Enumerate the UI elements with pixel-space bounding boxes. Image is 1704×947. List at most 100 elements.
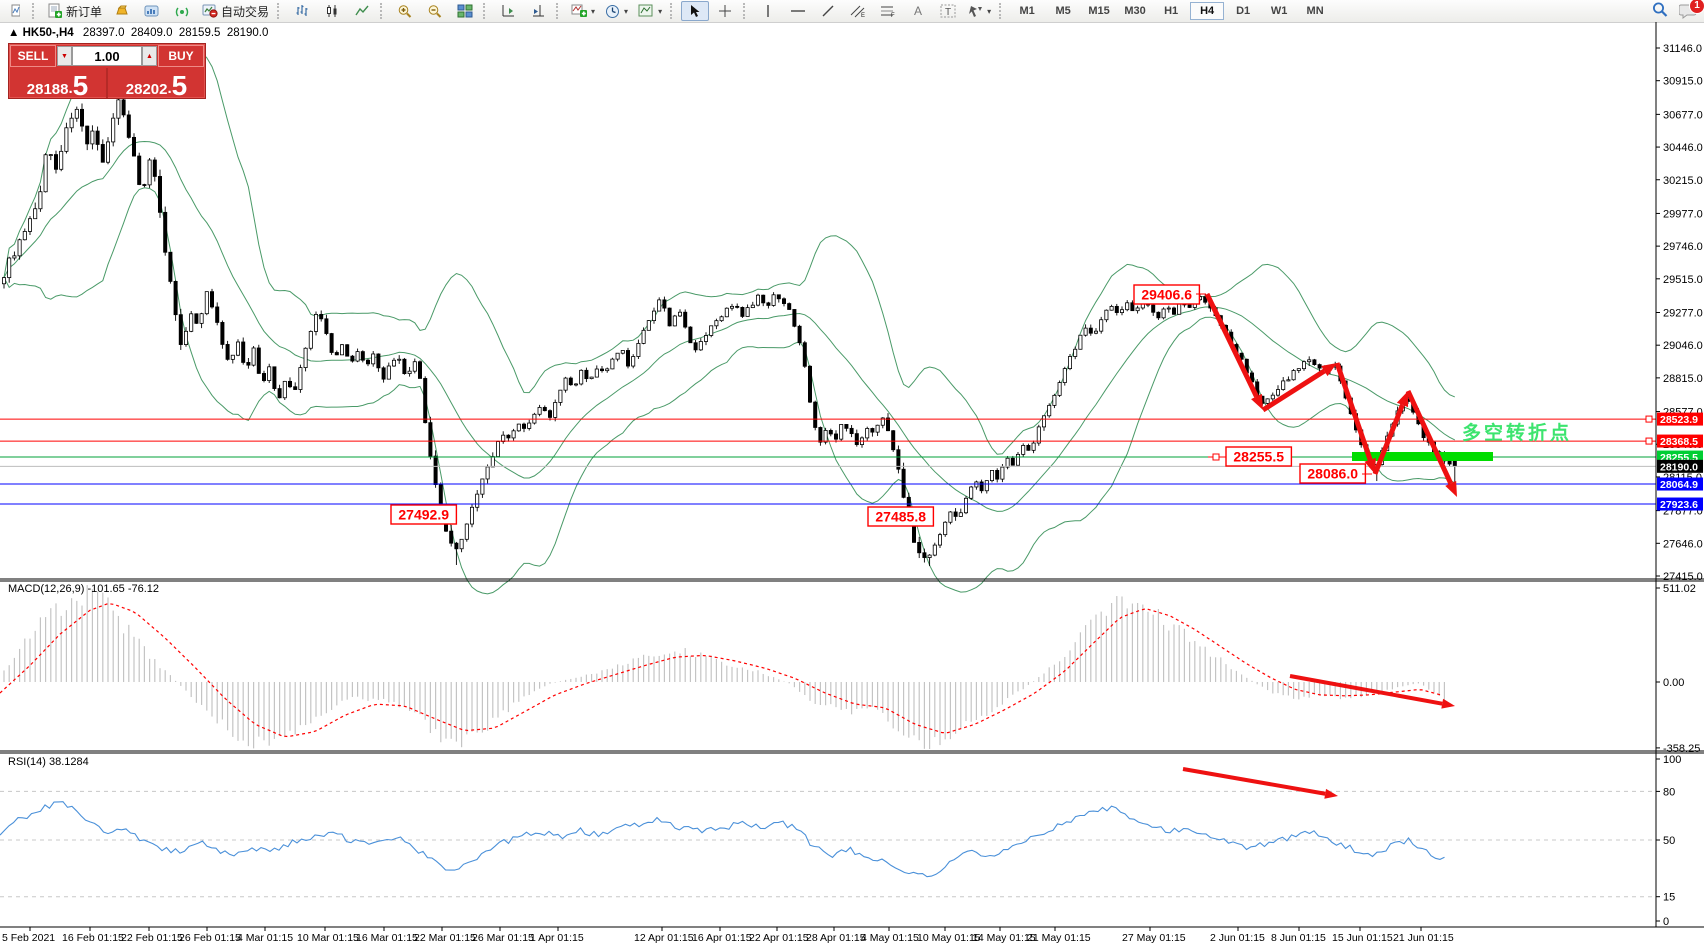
candle-body: [823, 430, 828, 443]
zoom-in-button[interactable]: [391, 1, 419, 21]
candle-body: [298, 367, 303, 390]
timeframe-button-m5[interactable]: M5: [1055, 5, 1071, 17]
candle-body: [428, 422, 433, 457]
vertical-line-tool-button[interactable]: [754, 1, 782, 21]
market-depth-button[interactable]: [138, 1, 166, 21]
candle-body: [251, 347, 256, 366]
sell-price-dot: .: [68, 80, 73, 97]
signals-button[interactable]: [168, 1, 196, 21]
timeframe-button-h1[interactable]: H1: [1164, 5, 1179, 17]
candle-body: [610, 358, 615, 370]
candle-body: [1452, 459, 1457, 467]
candle-body: [802, 342, 807, 367]
candle-body: [626, 350, 631, 367]
candle-body: [386, 365, 391, 380]
arrow-objects-icon: [969, 6, 983, 17]
chart-list-icon[interactable]: [0, 1, 28, 21]
buy-button[interactable]: BUY: [158, 45, 204, 67]
candle-body: [1036, 426, 1041, 444]
candle-body: [1270, 394, 1275, 400]
text-tool-button[interactable]: A: [904, 1, 932, 21]
crosshair-tool-button[interactable]: [711, 1, 739, 21]
candle-body: [568, 377, 573, 386]
templates-button[interactable]: ▾: [634, 1, 666, 21]
candle-body: [1135, 307, 1140, 312]
svg-text:27 May 01:15: 27 May 01:15: [1122, 932, 1186, 944]
sell-price[interactable]: 28188. 5: [9, 68, 106, 99]
price-tag: [1657, 497, 1703, 511]
auto-scroll-button[interactable]: [494, 1, 522, 21]
svg-text:26 Mar 01:15: 26 Mar 01:15: [472, 932, 534, 944]
candle-body: [334, 352, 339, 356]
fibonacci-tool-button[interactable]: F: [874, 1, 902, 21]
timeframe-button-w1[interactable]: W1: [1270, 5, 1288, 17]
svg-text:100: 100: [1663, 754, 1681, 766]
candle-body: [1156, 311, 1161, 319]
timeframe-button-d1[interactable]: D1: [1236, 5, 1251, 17]
trendline-tool-button[interactable]: [814, 1, 842, 21]
candle-body: [750, 304, 755, 309]
channel-tool-button[interactable]: E: [844, 1, 872, 21]
candle-body: [173, 281, 178, 316]
candle-body: [152, 159, 157, 177]
timeframe-button-mn[interactable]: MN: [1306, 5, 1324, 17]
candle-body: [839, 424, 844, 440]
timeframe-button-h4[interactable]: H4: [1190, 2, 1225, 20]
candle-body: [230, 354, 235, 360]
text-label-tool-button[interactable]: T: [934, 1, 962, 21]
new-order-button[interactable]: 新订单: [43, 1, 106, 21]
candle-body: [766, 302, 771, 306]
candle-body: [1125, 302, 1130, 311]
candle-body: [121, 99, 126, 116]
search-icon: [1653, 2, 1668, 17]
candle-body: [1078, 334, 1083, 350]
indicators-button[interactable]: ▾: [567, 1, 599, 21]
svg-text:29977.0: 29977.0: [1663, 208, 1703, 220]
direction-triangle-icon: ▲: [8, 27, 23, 39]
arrows-tool-button[interactable]: ▾: [964, 1, 995, 21]
candle-body: [74, 108, 79, 119]
bar-chart-mode-button[interactable]: [288, 1, 316, 21]
candle-body: [449, 530, 454, 544]
toolbar-grip: [670, 3, 677, 19]
notification-badge: 1: [1689, 0, 1704, 14]
gold-button[interactable]: [108, 1, 136, 21]
cursor-tool-button[interactable]: [681, 1, 710, 21]
svg-text:30446.0: 30446.0: [1663, 142, 1703, 154]
line-chart-mode-button[interactable]: [348, 1, 376, 21]
candle-body: [995, 470, 1000, 480]
volume-increase-button[interactable]: ▲: [142, 46, 157, 66]
candle-body: [183, 330, 188, 345]
timeframe-button-m15[interactable]: M15: [1088, 5, 1110, 17]
horizontal-line-tool-button[interactable]: [784, 1, 812, 21]
candle-body: [126, 114, 131, 138]
volume-decrease-button[interactable]: ▼: [57, 46, 72, 66]
candle-body: [100, 144, 105, 163]
candle-body: [522, 423, 527, 429]
template-icon: [638, 4, 653, 17]
green-highlight-bar[interactable]: [1352, 452, 1493, 461]
new-order-icon: [48, 3, 62, 18]
volume-input[interactable]: 1.00: [72, 46, 142, 66]
chart-shift-button[interactable]: [524, 1, 552, 21]
candle-body: [475, 493, 480, 508]
timeframe-button-m1[interactable]: M1: [1019, 5, 1035, 17]
candle-body: [381, 367, 386, 380]
candle-body: [693, 342, 698, 351]
notifications-button[interactable]: 1: [1678, 0, 1704, 22]
timeframe-button-m30[interactable]: M30: [1124, 5, 1146, 17]
sell-button[interactable]: SELL: [10, 45, 56, 67]
zoom-out-button[interactable]: [421, 1, 449, 21]
buy-price[interactable]: 28202. 5: [108, 68, 205, 99]
signals-icon: [175, 7, 189, 17]
svg-text:80: 80: [1663, 786, 1675, 798]
macd-panel: 511.02 0.00 -358.25: [0, 583, 1700, 755]
tile-windows-button[interactable]: [451, 1, 479, 21]
candle-body: [792, 309, 797, 327]
search-button[interactable]: [1651, 1, 1669, 22]
periods-button[interactable]: ▾: [601, 1, 632, 21]
autotrading-button[interactable]: 自动交易: [198, 1, 273, 21]
candlestick-mode-button[interactable]: [318, 1, 346, 21]
candle-body: [969, 486, 974, 499]
